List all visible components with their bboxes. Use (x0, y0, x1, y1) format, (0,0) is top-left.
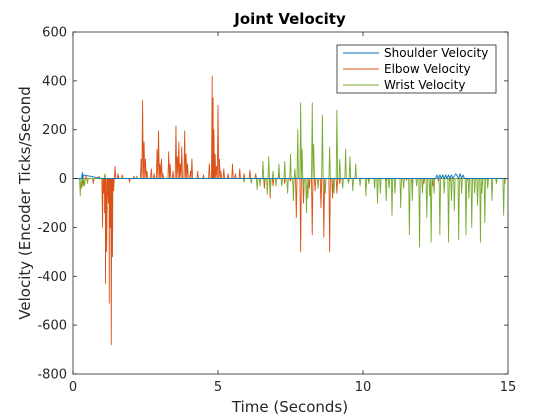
y-tick-label: 200 (42, 123, 67, 138)
legend-label-shoulder: Shoulder Velocity (384, 46, 488, 60)
y-tick-label: -400 (37, 270, 67, 285)
y-tick-label: -200 (37, 221, 67, 236)
x-tick-label: 0 (69, 380, 77, 395)
x-tick-label: 5 (214, 380, 222, 395)
y-tick-label: 0 (59, 172, 67, 187)
x-tick-label: 15 (500, 380, 517, 395)
y-tick-label: -800 (37, 368, 67, 383)
plot-frame (72, 31, 509, 375)
ticks-layer: 0 5 10 15 -800 -600 -400 -200 0 200 400 600 (37, 26, 516, 396)
legend: Shoulder Velocity Elbow Velocity Wrist V… (336, 44, 497, 94)
shoulder-velocity-line (73, 172, 506, 180)
chart-title: Joint Velocity (233, 10, 346, 28)
x-axis-label: Time (Seconds) (231, 398, 348, 416)
legend-label-elbow: Elbow Velocity (384, 62, 471, 76)
y-tick-label: 600 (42, 26, 67, 41)
legend-label-wrist: Wrist Velocity (384, 78, 465, 92)
elbow-velocity-line (73, 75, 506, 346)
y-axis-label: Velocity (Encoder Ticks/Second (16, 86, 34, 319)
y-tick-label: 400 (42, 74, 67, 89)
y-tick-label: -600 (37, 319, 67, 334)
series-layer (73, 75, 506, 346)
x-tick-label: 10 (355, 380, 372, 395)
